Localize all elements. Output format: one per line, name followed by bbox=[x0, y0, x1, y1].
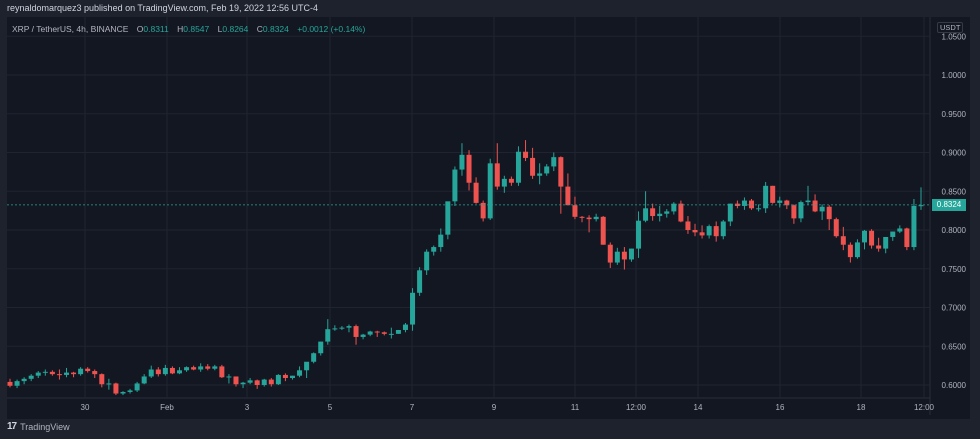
svg-text:1.0000: 1.0000 bbox=[942, 71, 967, 80]
brand-name: TradingView bbox=[20, 421, 70, 432]
ohlc-legend: XRP / TetherUS, 4h, BINANCE O0.8311 H0.8… bbox=[12, 24, 365, 34]
footer-brand: 17 TradingView bbox=[7, 421, 70, 432]
price-axis-labels: 1.0500 1.0000 0.9500 0.9000 0.8500 0.8000 0.75… bbox=[942, 32, 967, 390]
publish-info-bar: reynaldomarquez3 published on TradingVie… bbox=[0, 0, 980, 17]
close-value: 0.8324 bbox=[262, 24, 289, 34]
grid-lines bbox=[7, 17, 970, 415]
tradingview-logo-icon: 17 bbox=[7, 421, 17, 432]
svg-text:0.8500: 0.8500 bbox=[942, 187, 967, 196]
candles bbox=[7, 140, 924, 396]
open-value: 0.8311 bbox=[143, 24, 169, 34]
svg-text:3: 3 bbox=[245, 403, 250, 412]
current-price-tag: 0.8324 bbox=[932, 199, 966, 211]
svg-text:0.6000: 0.6000 bbox=[942, 381, 967, 390]
published-by-text: reynaldomarquez3 published on TradingVie… bbox=[7, 3, 319, 13]
high-value: 0.8547 bbox=[183, 24, 210, 34]
svg-text:30: 30 bbox=[81, 403, 90, 412]
low-value: 0.8264 bbox=[222, 24, 249, 34]
svg-text:0.6500: 0.6500 bbox=[942, 342, 967, 351]
svg-text:0.7500: 0.7500 bbox=[942, 265, 967, 274]
open-label: O bbox=[136, 24, 144, 34]
svg-text:16: 16 bbox=[776, 403, 785, 412]
svg-text:7: 7 bbox=[410, 403, 415, 412]
low-label: L bbox=[217, 24, 223, 34]
svg-text:0.8000: 0.8000 bbox=[942, 226, 967, 235]
svg-text:5: 5 bbox=[328, 403, 333, 412]
svg-text:0.7000: 0.7000 bbox=[942, 304, 967, 313]
svg-text:0.9000: 0.9000 bbox=[942, 149, 967, 158]
svg-text:1.0500: 1.0500 bbox=[942, 32, 967, 41]
svg-text:14: 14 bbox=[694, 403, 703, 412]
svg-text:12:00: 12:00 bbox=[626, 403, 647, 412]
symbol-label[interactable]: XRP / TetherUS, 4h, BINANCE bbox=[12, 24, 129, 34]
svg-text:11: 11 bbox=[571, 403, 580, 412]
svg-text:12:00: 12:00 bbox=[914, 403, 935, 412]
high-label: H bbox=[177, 24, 184, 34]
svg-text:18: 18 bbox=[857, 403, 866, 412]
svg-text:0.9500: 0.9500 bbox=[942, 110, 967, 119]
time-axis-labels: 30 Feb 3 5 7 9 11 12:00 14 16 18 12:00 bbox=[81, 403, 935, 412]
close-label: C bbox=[256, 24, 263, 34]
svg-text:9: 9 bbox=[492, 403, 497, 412]
currency-badge[interactable]: USDT bbox=[937, 22, 964, 33]
svg-text:Feb: Feb bbox=[160, 403, 174, 412]
change-value: +0.0012 (+0.14%) bbox=[297, 24, 366, 34]
